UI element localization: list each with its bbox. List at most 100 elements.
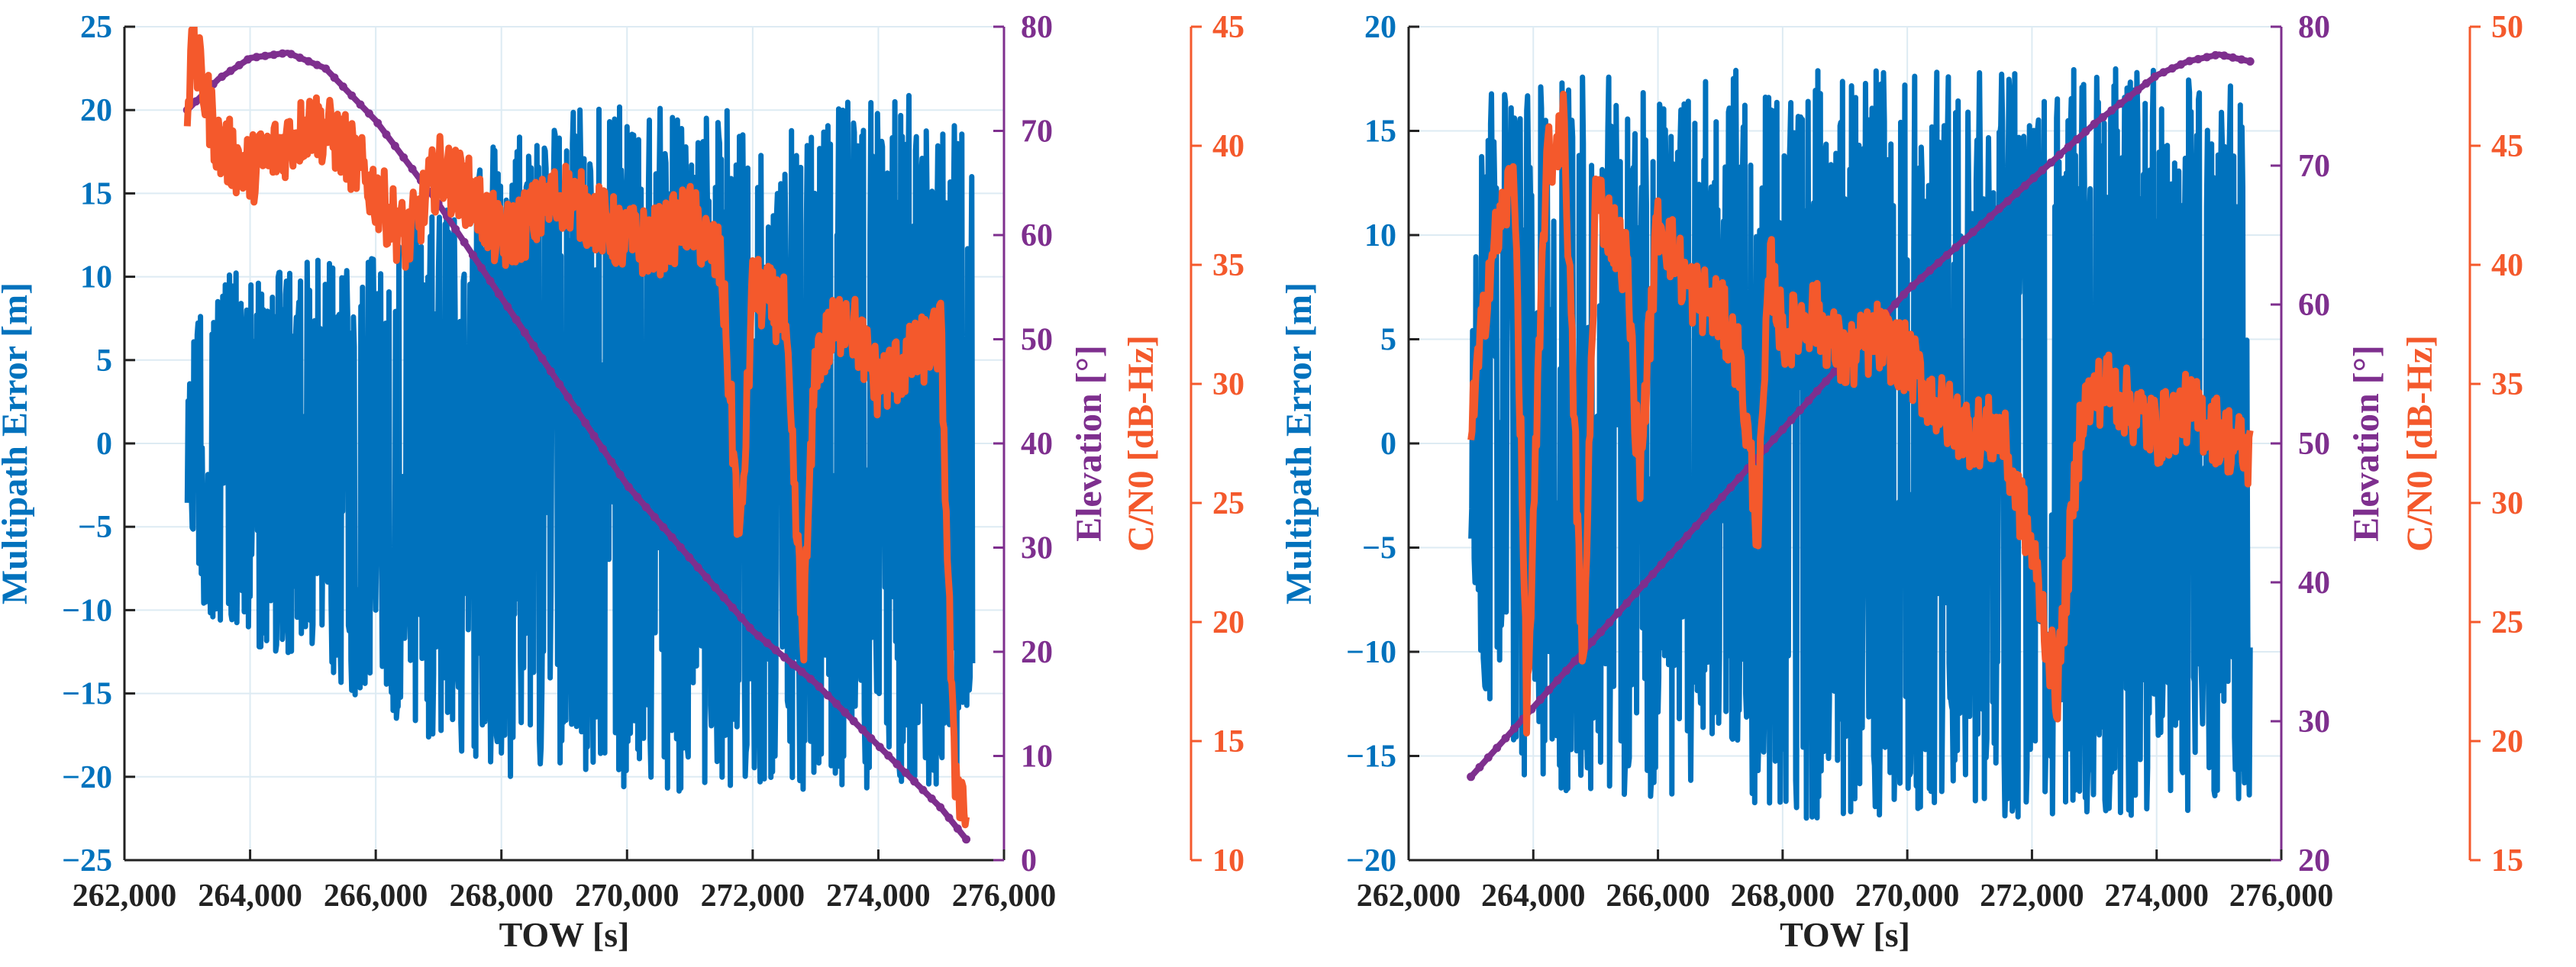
elevation-marker (927, 794, 936, 803)
elevation-marker (1605, 618, 1614, 627)
elevation-marker (1639, 579, 1648, 588)
elevation-marker (330, 73, 339, 82)
elevation-marker (1735, 473, 1744, 482)
left-axis-label: Multipath Error [m] (1279, 282, 1319, 604)
elevation-marker (858, 725, 867, 734)
right2-tick-label: 45 (2491, 129, 2523, 164)
elevation-marker (373, 118, 383, 127)
elevation-marker (2081, 127, 2090, 136)
elevation-marker (1545, 685, 1554, 695)
left-tick-label: 15 (80, 176, 112, 211)
elevation-marker (295, 53, 305, 63)
elevation-marker (1787, 415, 1796, 424)
elevation-marker (676, 543, 685, 552)
elevation-marker (1665, 550, 1674, 559)
elevation-marker (529, 341, 538, 350)
elevation-marker (408, 164, 417, 173)
elevation-marker (226, 66, 235, 76)
left-tick-label: 10 (80, 260, 112, 295)
elevation-marker (252, 53, 261, 62)
right2-tick-label: 10 (1212, 843, 1244, 878)
elevation-marker (1467, 772, 1476, 782)
elevation-marker (2038, 166, 2047, 175)
elevation-marker (1813, 386, 1822, 395)
right1-tick-label: 80 (2298, 10, 2330, 45)
elevation-marker (312, 60, 321, 69)
elevation-marker (2142, 79, 2151, 88)
elevation-marker (1657, 560, 1666, 569)
elevation-marker (806, 675, 815, 683)
elevation-marker (1501, 733, 1510, 743)
elevation-marker (468, 250, 477, 259)
elevation-marker (884, 751, 893, 760)
x-tick-label: 262,000 (73, 878, 177, 914)
elevation-marker (1960, 235, 1969, 244)
left-tick-label: 5 (96, 343, 112, 379)
elevation-marker (581, 418, 590, 427)
left-tick-label: −5 (1362, 531, 1396, 566)
series-multipath-line (184, 92, 976, 794)
left-tick-label: 25 (80, 10, 112, 45)
elevation-marker (893, 759, 902, 769)
elevation-marker (641, 503, 650, 511)
x-tick-label: 270,000 (575, 878, 680, 914)
left-tick-label: 5 (1380, 323, 1396, 358)
right1-tick-label: 20 (2298, 843, 2330, 878)
elevation-marker (832, 699, 841, 708)
series-cn0-line (1467, 90, 2254, 737)
elevation-marker (944, 814, 954, 822)
right2-axis-label: C/N0 [dB-Hz] (1121, 335, 1161, 552)
elevation-marker (1475, 762, 1484, 772)
elevation-marker (512, 315, 521, 324)
elevation-marker (1509, 724, 1519, 733)
elevation-marker (599, 444, 607, 453)
x-tick-label: 266,000 (324, 878, 428, 914)
right1-tick-label: 0 (1021, 843, 1037, 878)
right2-tick-label: 25 (1212, 486, 1244, 521)
elevation-marker (520, 328, 529, 337)
right2-tick-label: 35 (2491, 367, 2523, 402)
x-tick-label: 272,000 (701, 878, 805, 914)
elevation-marker (910, 777, 919, 786)
right1-tick-label: 30 (1021, 531, 1053, 566)
elevation-marker (1709, 502, 1718, 511)
elevation-marker (1683, 531, 1692, 540)
left-tick-label: 20 (1364, 10, 1396, 45)
elevation-marker (780, 653, 789, 662)
left-tick-label: 15 (1364, 114, 1396, 150)
elevation-marker (1570, 656, 1580, 666)
elevation-marker (2012, 189, 2021, 198)
elevation-marker (1796, 406, 1804, 414)
elevation-marker (451, 224, 460, 234)
elevation-marker (1631, 589, 1640, 598)
left-tick-label: −20 (1346, 843, 1396, 878)
elevation-marker (1804, 396, 1813, 405)
elevation-marker (2237, 55, 2246, 64)
elevation-marker (2177, 60, 2185, 69)
elevation-marker (1622, 598, 1632, 608)
right1-tick-label: 70 (1021, 114, 1053, 150)
elevation-marker (2133, 85, 2142, 95)
x-tick-label: 264,000 (1481, 878, 1586, 914)
elevation-marker (1916, 274, 1926, 283)
x-tick-label: 274,000 (826, 878, 931, 914)
elevation-marker (1561, 666, 1570, 675)
elevation-marker (1934, 258, 1943, 267)
elevation-marker (1596, 627, 1606, 637)
elevation-marker (1674, 541, 1683, 550)
right1-tick-label: 70 (2298, 149, 2330, 184)
elevation-marker (1890, 300, 1900, 308)
right2-tick-label: 15 (1212, 724, 1244, 759)
elevation-marker (1483, 753, 1493, 762)
elevation-marker (1778, 425, 1787, 434)
left-tick-label: 10 (1364, 218, 1396, 253)
elevation-markers (182, 49, 971, 844)
elevation-marker (1726, 483, 1735, 492)
x-tick-label: 270,000 (1855, 878, 1960, 914)
elevation-marker (1587, 637, 1596, 646)
elevation-marker (2090, 119, 2099, 128)
left-tick-label: −25 (62, 843, 112, 878)
left-tick-label: −15 (1346, 740, 1396, 775)
elevation-marker (2107, 106, 2116, 115)
